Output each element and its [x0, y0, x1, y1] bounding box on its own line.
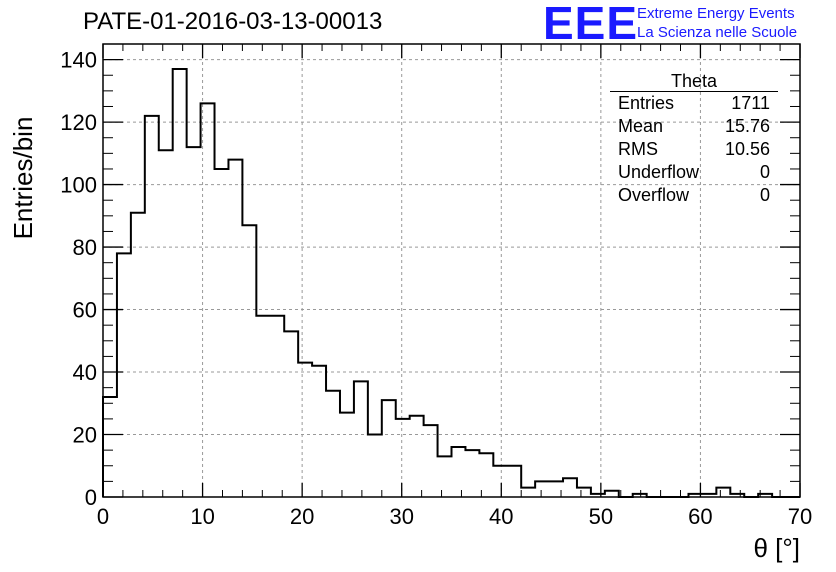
stats-row: RMS 10.56: [610, 138, 778, 161]
stats-label: Overflow: [618, 185, 690, 205]
histogram-bin: [131, 213, 145, 497]
x-tick-labels: 0 10 20 30 40 50 60 70: [97, 504, 812, 529]
histogram-bin: [326, 391, 340, 497]
x-tick-label: 70: [788, 504, 812, 529]
histogram-bin: [242, 225, 256, 497]
histogram-bin: [493, 466, 507, 497]
histogram-bin: [396, 419, 410, 497]
y-tick-label: 80: [73, 235, 97, 260]
histogram-bin: [465, 450, 479, 497]
histogram-bin: [201, 103, 215, 497]
stats-value: 10.56: [724, 139, 770, 159]
histogram-bin: [382, 400, 396, 497]
stats-label: Entries: [618, 93, 675, 113]
histogram-bin: [215, 169, 229, 497]
histogram-bin: [354, 381, 368, 497]
histogram-bin: [298, 363, 312, 497]
stats-value: 0: [759, 185, 770, 205]
y-axis-label: Entries/bin: [8, 117, 38, 240]
stats-box: Theta Entries 1711 Mean 15.76 RMS 10.56 Underf…: [610, 72, 778, 207]
stats-row: Mean 15.76: [610, 115, 778, 138]
histogram-bin: [452, 447, 466, 497]
x-tick-label: 30: [389, 504, 413, 529]
stats-label: Underflow: [618, 162, 700, 182]
stats-row: Underflow 0: [610, 161, 778, 184]
axis-ticks: [102, 43, 801, 498]
histogram-bin: [228, 160, 242, 497]
histogram-bin: [270, 316, 284, 497]
y-tick-label: 40: [73, 360, 97, 385]
histogram-bin: [563, 478, 577, 497]
histogram-bin: [284, 331, 298, 497]
x-tick-label: 60: [688, 504, 712, 529]
histogram-bin: [410, 416, 424, 497]
histogram-bin: [159, 150, 173, 497]
histogram-bin: [507, 466, 521, 497]
histogram-bin: [368, 435, 382, 497]
y-tick-label: 100: [60, 173, 97, 198]
x-tick-label: 50: [589, 504, 613, 529]
x-tick-label: 0: [97, 504, 109, 529]
grid-lines: [103, 44, 800, 497]
x-tick-label: 40: [489, 504, 513, 529]
histogram-bin: [103, 397, 117, 497]
histogram-bin: [173, 69, 187, 497]
stats-row: Overflow 0: [610, 184, 778, 207]
stats-rows: Entries 1711 Mean 15.76 RMS 10.56 Underflow 0 Ov…: [610, 92, 778, 207]
logo-line-1: Extreme Energy Events: [637, 5, 795, 22]
histogram-bin: [521, 488, 535, 497]
histogram-bin: [187, 147, 201, 497]
logo-line-2: La Scienza nelle Scuole: [637, 24, 798, 41]
stats-value: 0: [759, 162, 770, 182]
y-tick-label: 60: [73, 298, 97, 323]
histogram-bin: [312, 366, 326, 497]
histogram-bin: [438, 456, 452, 497]
logo-caption: Extreme Energy Events La Scienza nelle S…: [637, 4, 797, 42]
plot-frame: [102, 43, 801, 498]
stats-title: Theta: [610, 72, 778, 92]
x-axis-label: θ [°]: [753, 533, 800, 563]
x-tick-label: 20: [290, 504, 314, 529]
histogram-bin: [340, 413, 354, 497]
histogram-bin: [256, 316, 270, 497]
y-tick-labels: 0 20 40 60 80 100 120 140: [60, 48, 97, 510]
histogram-bin: [117, 253, 131, 497]
chart-title: PATE-01-2016-03-13-00013: [83, 8, 383, 35]
stats-value: 15.76: [724, 116, 770, 136]
eee-logo: EEE: [543, 0, 639, 49]
histogram-bin: [535, 481, 549, 497]
y-tick-label: 140: [60, 48, 97, 73]
histogram-bin: [145, 116, 159, 497]
stats-label: Mean: [618, 116, 664, 136]
histogram-bin: [577, 488, 591, 497]
stats-row: Entries 1711: [610, 92, 778, 115]
stats-value: 1711: [731, 93, 770, 113]
histogram-bin: [716, 488, 730, 497]
histogram-bin: [424, 425, 438, 497]
stats-label: RMS: [618, 139, 658, 159]
x-tick-label: 10: [190, 504, 214, 529]
y-tick-label: 20: [73, 423, 97, 448]
y-tick-label: 0: [85, 485, 97, 510]
y-tick-label: 120: [60, 110, 97, 135]
